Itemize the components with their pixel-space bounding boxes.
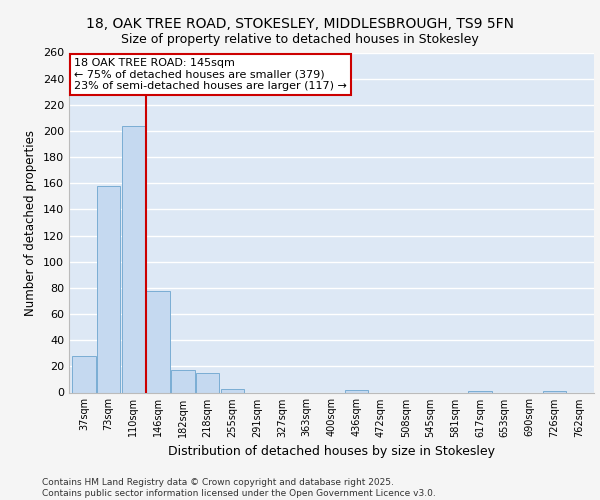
Bar — [469, 391, 492, 392]
Bar — [196, 373, 220, 392]
Text: 18, OAK TREE ROAD, STOKESLEY, MIDDLESBROUGH, TS9 5FN: 18, OAK TREE ROAD, STOKESLEY, MIDDLESBRO… — [86, 18, 514, 32]
Bar — [171, 370, 194, 392]
Bar — [542, 391, 566, 392]
Bar — [146, 290, 170, 392]
Bar — [221, 388, 244, 392]
Bar — [344, 390, 368, 392]
Bar — [97, 186, 121, 392]
X-axis label: Distribution of detached houses by size in Stokesley: Distribution of detached houses by size … — [168, 445, 495, 458]
Text: Contains HM Land Registry data © Crown copyright and database right 2025.
Contai: Contains HM Land Registry data © Crown c… — [42, 478, 436, 498]
Text: 18 OAK TREE ROAD: 145sqm
← 75% of detached houses are smaller (379)
23% of semi-: 18 OAK TREE ROAD: 145sqm ← 75% of detach… — [74, 58, 347, 91]
Bar — [72, 356, 95, 393]
Text: Size of property relative to detached houses in Stokesley: Size of property relative to detached ho… — [121, 32, 479, 46]
Y-axis label: Number of detached properties: Number of detached properties — [25, 130, 37, 316]
Bar — [122, 126, 145, 392]
